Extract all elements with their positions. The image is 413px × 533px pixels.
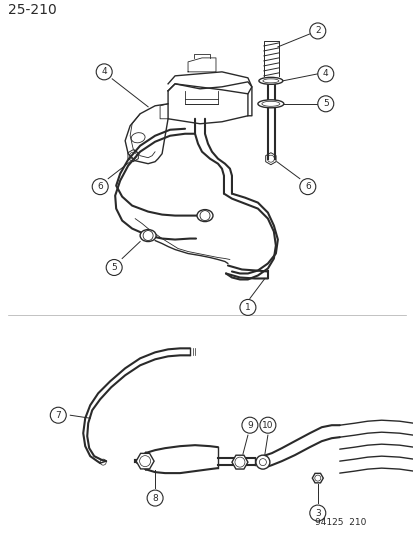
Text: 4: 4 — [101, 67, 107, 76]
Text: 8: 8 — [152, 494, 158, 503]
Text: 6: 6 — [97, 182, 103, 191]
Circle shape — [92, 179, 108, 195]
Text: 2: 2 — [314, 27, 320, 35]
Circle shape — [309, 505, 325, 521]
Circle shape — [317, 66, 333, 82]
Circle shape — [241, 417, 257, 433]
Ellipse shape — [257, 100, 283, 108]
Circle shape — [309, 23, 325, 39]
Ellipse shape — [197, 209, 212, 222]
Text: 9: 9 — [247, 421, 252, 430]
Circle shape — [255, 455, 269, 469]
Text: 1: 1 — [244, 303, 250, 312]
Circle shape — [96, 64, 112, 80]
Circle shape — [147, 490, 163, 506]
Text: 7: 7 — [55, 411, 61, 419]
Text: 10: 10 — [261, 421, 273, 430]
Text: 3: 3 — [314, 508, 320, 518]
Text: 25-210: 25-210 — [8, 3, 57, 17]
Text: 6: 6 — [304, 182, 310, 191]
Circle shape — [240, 300, 255, 316]
Text: 94125  210: 94125 210 — [314, 518, 365, 527]
Text: 5: 5 — [322, 99, 328, 108]
Ellipse shape — [140, 230, 156, 241]
Circle shape — [259, 417, 275, 433]
Text: 4: 4 — [322, 69, 328, 78]
Circle shape — [317, 96, 333, 112]
Circle shape — [106, 260, 122, 276]
Circle shape — [50, 407, 66, 423]
Circle shape — [299, 179, 315, 195]
Text: 5: 5 — [111, 263, 117, 272]
Ellipse shape — [258, 77, 282, 84]
